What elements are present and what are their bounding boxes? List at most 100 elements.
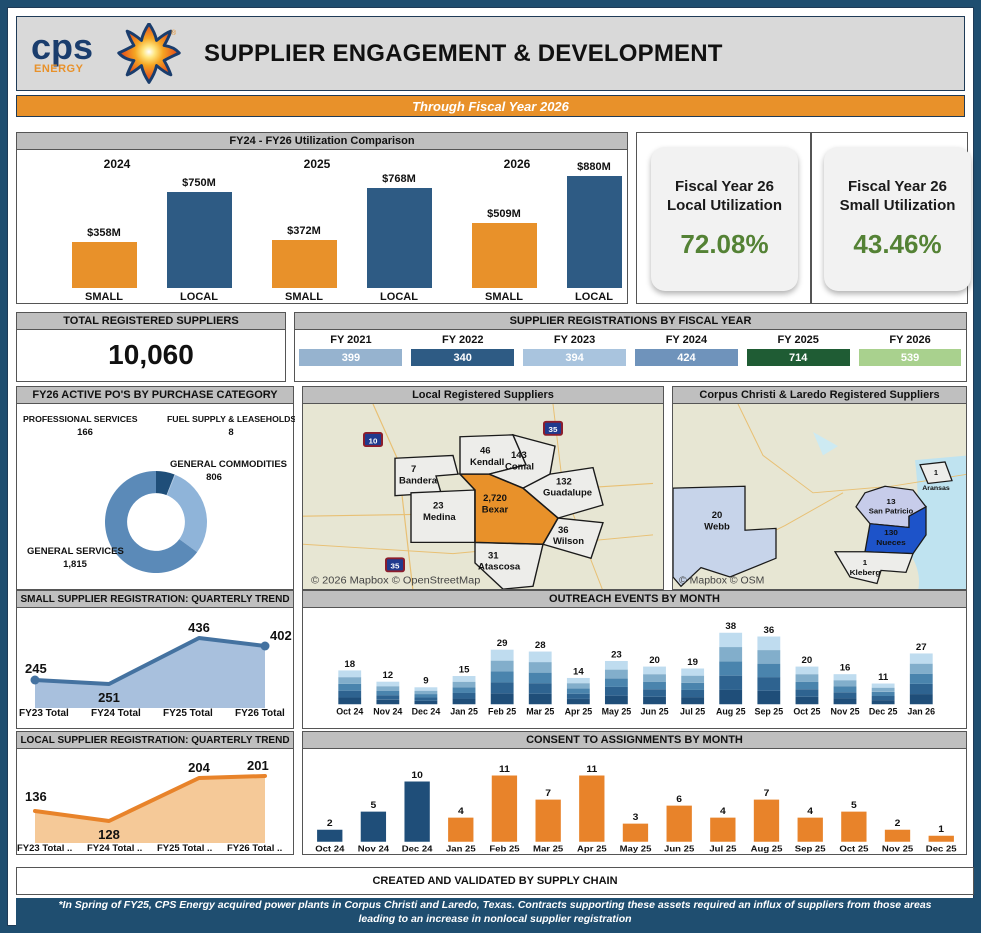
svg-text:Jul 25: Jul 25 xyxy=(709,844,736,853)
svg-text:128: 128 xyxy=(98,827,120,842)
svg-text:GENERAL COMMODITIES: GENERAL COMMODITIES xyxy=(170,459,287,470)
svg-text:Jul 25: Jul 25 xyxy=(680,706,705,716)
svg-text:11: 11 xyxy=(499,764,510,774)
svg-text:2: 2 xyxy=(327,819,333,829)
svg-text:Dec 24: Dec 24 xyxy=(402,844,433,853)
svg-text:FY25 Total ..: FY25 Total .. xyxy=(157,843,212,853)
svg-text:cps: cps xyxy=(31,26,93,67)
svg-text:402: 402 xyxy=(270,628,292,643)
svg-text:436: 436 xyxy=(188,620,210,635)
svg-text:806: 806 xyxy=(206,472,222,483)
svg-text:4: 4 xyxy=(807,807,813,817)
svg-text:Apr 25: Apr 25 xyxy=(577,844,607,853)
svg-text:5: 5 xyxy=(371,801,377,811)
svg-text:$880M: $880M xyxy=(577,161,611,173)
svg-text:245: 245 xyxy=(25,661,47,676)
svg-text:143: 143 xyxy=(511,451,527,461)
svg-text:27: 27 xyxy=(916,642,927,653)
svg-text:Jun 25: Jun 25 xyxy=(664,844,694,853)
svg-text:PROFESSIONAL SERVICES: PROFESSIONAL SERVICES xyxy=(23,414,138,424)
svg-text:136: 136 xyxy=(25,789,47,804)
svg-text:FY26 Total: FY26 Total xyxy=(235,708,285,718)
svg-text:10: 10 xyxy=(369,437,378,446)
svg-text:204: 204 xyxy=(188,760,210,775)
svg-text:11: 11 xyxy=(878,672,889,683)
svg-text:251: 251 xyxy=(98,690,120,705)
svg-text:Jan 25: Jan 25 xyxy=(450,706,478,716)
svg-text:LOCAL: LOCAL xyxy=(380,291,418,303)
svg-text:Nov 24: Nov 24 xyxy=(373,706,402,716)
svg-text:5: 5 xyxy=(851,801,857,811)
svg-text:2: 2 xyxy=(895,819,901,829)
svg-text:Jun 25: Jun 25 xyxy=(641,706,669,716)
svg-text:38: 38 xyxy=(725,621,736,632)
svg-text:Nueces: Nueces xyxy=(876,538,906,547)
svg-text:Dec 25: Dec 25 xyxy=(869,706,898,716)
svg-text:11: 11 xyxy=(586,764,597,774)
svg-text:Mar 25: Mar 25 xyxy=(526,706,554,716)
svg-text:36: 36 xyxy=(558,525,569,535)
svg-text:May 25: May 25 xyxy=(620,844,652,853)
svg-text:15: 15 xyxy=(459,664,470,675)
svg-text:$372M: $372M xyxy=(287,225,321,237)
svg-text:7: 7 xyxy=(545,789,551,799)
svg-text:Mar 25: Mar 25 xyxy=(533,844,563,853)
svg-text:31: 31 xyxy=(488,551,499,561)
svg-text:FY24 Total: FY24 Total xyxy=(91,708,141,718)
svg-text:4: 4 xyxy=(720,807,726,817)
svg-text:LOCAL: LOCAL xyxy=(180,291,218,303)
svg-text:Bexar: Bexar xyxy=(482,505,509,515)
svg-text:Apr 25: Apr 25 xyxy=(565,706,593,716)
svg-text:2024: 2024 xyxy=(104,157,131,171)
svg-text:13: 13 xyxy=(886,497,896,506)
svg-text:29: 29 xyxy=(497,638,508,649)
svg-text:ENERGY: ENERGY xyxy=(34,63,84,75)
svg-text:FY25 Total: FY25 Total xyxy=(163,708,213,718)
svg-text:Oct 24: Oct 24 xyxy=(315,844,344,853)
svg-text:12: 12 xyxy=(382,670,393,681)
svg-text:Guadalupe: Guadalupe xyxy=(543,488,592,498)
svg-text:1: 1 xyxy=(934,468,938,477)
svg-text:Kendall: Kendall xyxy=(470,457,504,467)
svg-text:Nov 25: Nov 25 xyxy=(830,706,859,716)
svg-text:1: 1 xyxy=(863,558,868,567)
svg-text:35: 35 xyxy=(391,562,401,571)
svg-text:4: 4 xyxy=(458,807,464,817)
svg-text:GENERAL SERVICES: GENERAL SERVICES xyxy=(27,546,124,557)
svg-text:®: ® xyxy=(171,29,177,37)
svg-text:7: 7 xyxy=(411,465,416,475)
svg-text:Kleberg: Kleberg xyxy=(850,568,881,577)
svg-text:Bandera: Bandera xyxy=(399,476,438,486)
svg-text:20: 20 xyxy=(649,655,660,666)
svg-text:$358M: $358M xyxy=(87,227,121,239)
svg-text:201: 201 xyxy=(247,758,269,773)
svg-text:Oct 25: Oct 25 xyxy=(793,706,820,716)
svg-text:Dec 24: Dec 24 xyxy=(412,706,441,716)
svg-text:Dec 25: Dec 25 xyxy=(926,844,957,853)
svg-text:28: 28 xyxy=(535,640,546,651)
svg-text:Oct 25: Oct 25 xyxy=(839,844,868,853)
svg-text:Medina: Medina xyxy=(423,512,457,522)
svg-text:9: 9 xyxy=(423,676,428,687)
svg-text:Atascosa: Atascosa xyxy=(478,562,521,572)
svg-text:18: 18 xyxy=(344,659,355,670)
svg-text:$768M: $768M xyxy=(382,173,416,185)
svg-text:20: 20 xyxy=(802,655,813,666)
svg-text:Aransas: Aransas xyxy=(922,485,950,492)
svg-text:Sep 25: Sep 25 xyxy=(795,844,826,853)
svg-text:Webb: Webb xyxy=(704,522,730,532)
svg-text:© Mapbox © OSM: © Mapbox © OSM xyxy=(679,576,764,587)
svg-text:Feb 25: Feb 25 xyxy=(488,706,516,716)
svg-text:LOCAL: LOCAL xyxy=(575,291,613,303)
svg-text:Nov 25: Nov 25 xyxy=(882,844,913,853)
svg-text:© 2026 Mapbox © OpenStreetMap: © 2026 Mapbox © OpenStreetMap xyxy=(311,575,480,587)
svg-text:FUEL SUPPLY & LEASEHOLDS: FUEL SUPPLY & LEASEHOLDS xyxy=(167,414,295,424)
svg-text:$509M: $509M xyxy=(487,208,521,220)
svg-text:$750M: $750M xyxy=(182,177,216,189)
svg-text:3: 3 xyxy=(633,813,639,823)
svg-text:130: 130 xyxy=(884,528,898,537)
svg-text:Nov 24: Nov 24 xyxy=(358,844,389,853)
svg-text:Oct 24: Oct 24 xyxy=(336,706,363,716)
svg-text:36: 36 xyxy=(764,625,775,636)
svg-text:Aug 25: Aug 25 xyxy=(751,844,783,853)
